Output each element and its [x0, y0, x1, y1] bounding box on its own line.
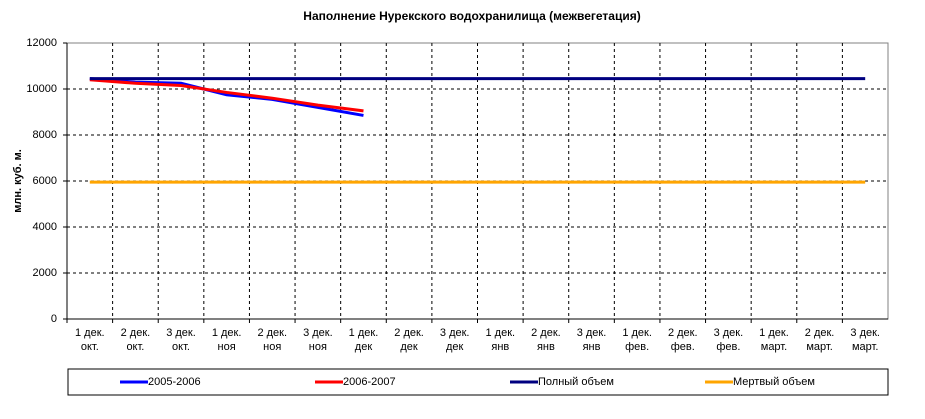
y-tick-label: 2000: [33, 267, 57, 279]
y-tick-label: 6000: [33, 175, 57, 187]
legend-label: 2005-2006: [148, 376, 201, 388]
x-tick-label: 3 дек. ноя: [303, 327, 333, 353]
y-tick-label: 0: [51, 313, 57, 325]
x-tick-label: 1 дек. дек: [349, 327, 379, 353]
y-tick-label: 10000: [26, 83, 57, 95]
legend-label: Полный объем: [538, 376, 614, 388]
x-tick-label: 2 дек. март.: [805, 327, 835, 353]
x-tick-label: 3 дек. окт.: [166, 327, 196, 353]
x-tick-label: 3 дек. дек: [440, 327, 470, 353]
chart-title: Наполнение Нурекского водохранилища (меж…: [303, 9, 640, 23]
y-tick-label: 12000: [26, 37, 57, 49]
y-axis-label: млн. куб. м.: [12, 149, 24, 213]
legend-box: [67, 368, 889, 396]
x-tick-label: 3 дек. март.: [850, 327, 880, 353]
x-tick-label: 1 дек. фев.: [622, 327, 652, 353]
x-tick-label: 1 дек. март.: [759, 327, 789, 353]
x-tick-label: 1 дек. ноя: [212, 327, 242, 353]
x-tick-label: 2 дек. фев.: [668, 327, 698, 353]
y-tick-label: 4000: [33, 221, 57, 233]
series-line: [89, 78, 364, 113]
x-tick-label: 1 дек. окт.: [75, 327, 105, 353]
legend-label: Мертвый объем: [733, 376, 815, 388]
y-tick-label: 8000: [33, 129, 57, 141]
x-tick-label: 2 дек. окт.: [121, 327, 151, 353]
legend-label: 2006-2007: [343, 376, 396, 388]
x-tick-label: 2 дек. дек: [394, 327, 424, 353]
x-tick-label: 3 дек. фев.: [714, 327, 744, 353]
x-tick-label: 2 дек. янв: [531, 327, 561, 353]
x-tick-label: 2 дек. ноя: [257, 327, 287, 353]
x-tick-label: 3 дек. янв: [577, 327, 607, 353]
x-tick-label: 1 дек. янв: [486, 327, 516, 353]
